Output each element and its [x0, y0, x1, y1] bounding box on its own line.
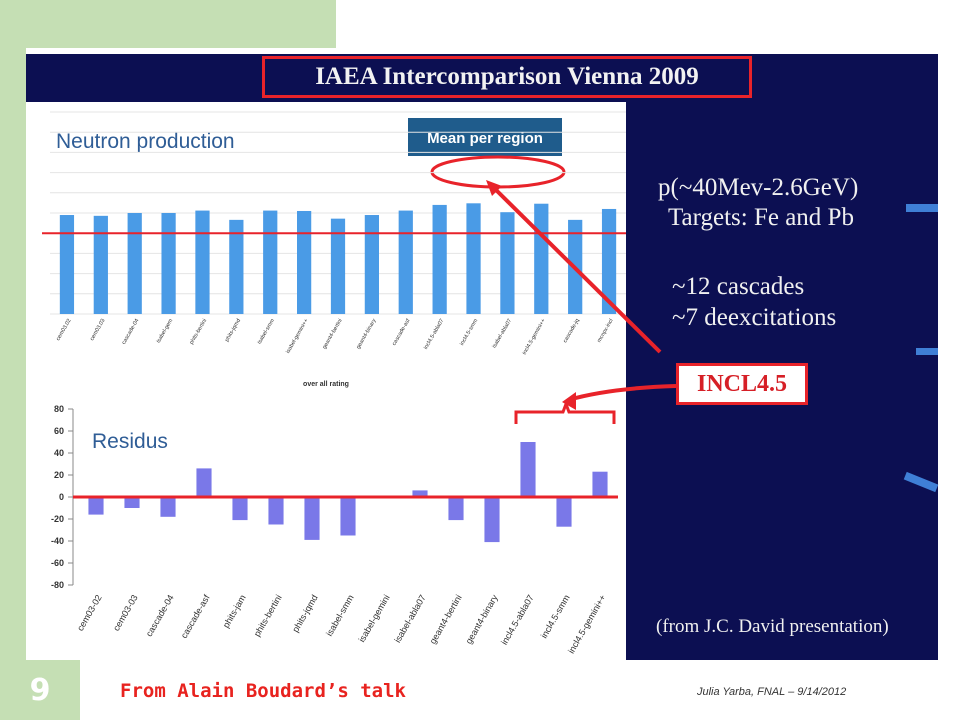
chart-svg: Neutron production Mean per region over …	[42, 111, 626, 655]
residus-bar	[88, 497, 104, 515]
neutron-bar	[330, 218, 346, 314]
neutron-tick-label: incl4.5-gemini++	[522, 318, 547, 356]
residus-tick-label: geant4-bertini	[428, 593, 464, 646]
residus-bar	[448, 497, 464, 521]
decor-dash	[906, 204, 938, 212]
neutron-bar	[500, 212, 515, 314]
residus-tick-label: isabel-gemini	[357, 593, 392, 644]
residus-tick-label: cascade-asf	[179, 593, 212, 640]
mean-per-region-label: Mean per region	[427, 130, 543, 147]
residus-bar	[196, 468, 212, 497]
neutron-bar	[432, 204, 447, 314]
neutron-bar	[364, 215, 379, 314]
residus-y-tick: -40	[51, 536, 64, 546]
residus-bar	[412, 490, 428, 497]
residus-y-tick: 0	[59, 492, 64, 502]
residus-y-tick: 60	[54, 426, 64, 436]
residus-tick-label: phits-jqmd	[290, 593, 319, 634]
neutron-chart-title: Neutron production	[56, 130, 235, 153]
neutron-bar	[59, 215, 75, 314]
neutron-tick-label: geant4-bertini	[322, 318, 344, 350]
residus-chart: Residus 80 60 40 20 0 -20 -40 -60 -80 cem03-02 cem…	[51, 399, 618, 655]
neutron-bar	[229, 219, 244, 314]
neutron-tick-label: isabel-abla07	[492, 318, 514, 349]
neutron-tick-label: cem03.03	[89, 318, 106, 342]
slide-number: 9	[0, 660, 80, 720]
neutron-tick-label: incl4.5-smm	[459, 318, 479, 347]
neutron-tick-label: isabel-gemini++	[285, 318, 310, 355]
neutron-bar	[601, 208, 617, 314]
residus-bar	[160, 497, 176, 517]
neutron-tick-label: isabel-gem	[156, 318, 175, 345]
corner-decoration	[0, 0, 336, 48]
residus-bar	[340, 497, 356, 536]
residus-bar	[484, 497, 500, 543]
residus-y-tick: -60	[51, 558, 64, 568]
residus-y-tick: 80	[54, 404, 64, 414]
chart-area: Neutron production Mean per region over …	[26, 102, 626, 660]
residus-tick-label: cem03-02	[75, 593, 104, 633]
incl-bracket	[514, 399, 616, 424]
neutron-bar	[534, 203, 549, 314]
neutron-bar	[161, 213, 176, 314]
residus-tick-label: cascade-04	[144, 593, 176, 638]
neutron-tick-label: geant4-binary	[356, 318, 378, 350]
neutron-tick-label: cascade-jq	[562, 318, 581, 344]
footer-credit: From Alain Boudard’s talk	[120, 680, 406, 702]
incl-label: INCL4.5	[676, 363, 808, 405]
cascades-text: ~12 cascades	[672, 273, 805, 300]
neutron-bar	[466, 203, 481, 314]
residus-bar	[592, 471, 608, 497]
residus-tick-label: incl4.5-smm	[539, 593, 572, 640]
neutron-chart: Neutron production Mean per region over …	[42, 111, 626, 388]
residus-bar	[304, 497, 320, 540]
residus-tick-label: phits-bertini	[252, 593, 284, 638]
residus-tick-label: isabel-abla07	[392, 593, 427, 644]
neutron-bar	[263, 210, 278, 314]
neutron-bar	[297, 210, 312, 314]
residus-tick-label: incl4.5-abla07	[499, 593, 536, 647]
neutron-chart-xlabel: over all rating	[303, 381, 349, 388]
residus-tick-label: isabel-smm	[324, 593, 356, 638]
residus-bar	[124, 497, 140, 508]
residus-bar	[232, 497, 248, 521]
neutron-bar	[195, 210, 210, 314]
mean-per-region-box	[408, 118, 562, 156]
neutron-tick-label: cascade-asf	[391, 318, 411, 347]
targets-text: Targets: Fe and Pb	[668, 204, 854, 231]
neutron-tick-label: phits-bertini	[189, 318, 208, 346]
residus-bar	[556, 497, 572, 527]
neutron-tick-label: mcnpx-incl	[596, 318, 614, 344]
neutron-tick-label: isabel-smm	[257, 318, 276, 346]
residus-y-tick: -80	[51, 580, 64, 590]
neutron-tick-label: incl4.5-abla07	[423, 318, 445, 351]
neutron-bar	[127, 213, 142, 314]
residus-bar	[268, 497, 284, 525]
slide-title: IAEA Intercomparison Vienna 2009	[262, 56, 752, 98]
residus-tick-label: geant4-binary	[464, 593, 500, 646]
residus-y-tick: -20	[51, 514, 64, 524]
neutron-bar	[398, 210, 413, 314]
source-text: (from J.C. David presentation)	[656, 616, 889, 637]
residus-tick-label: phits-jam	[221, 593, 248, 630]
residus-tick-label: incl4.5-gemini++	[566, 593, 608, 655]
deexcitations-text: ~7 deexcitations	[672, 304, 837, 331]
footer-author: Julia Yarba, FNAL – 9/14/2012	[697, 686, 847, 698]
neutron-tick-label: phits-jqmd	[224, 318, 242, 343]
residus-tick-label: cem03-03	[111, 593, 140, 633]
decor-dash	[916, 348, 938, 355]
neutron-bar	[93, 215, 108, 314]
left-strip-decoration	[0, 48, 26, 660]
energy-range-text: p(~40Mev-2.6GeV)	[658, 174, 859, 201]
residus-chart-title: Residus	[92, 430, 168, 453]
residus-y-tick: 40	[54, 448, 64, 458]
neutron-tick-label: cem03.02	[55, 318, 72, 342]
residus-bar	[520, 442, 536, 497]
residus-y-tick: 20	[54, 470, 64, 480]
neutron-tick-label: cascade-04	[121, 318, 140, 346]
highlight-ellipse	[430, 155, 566, 189]
